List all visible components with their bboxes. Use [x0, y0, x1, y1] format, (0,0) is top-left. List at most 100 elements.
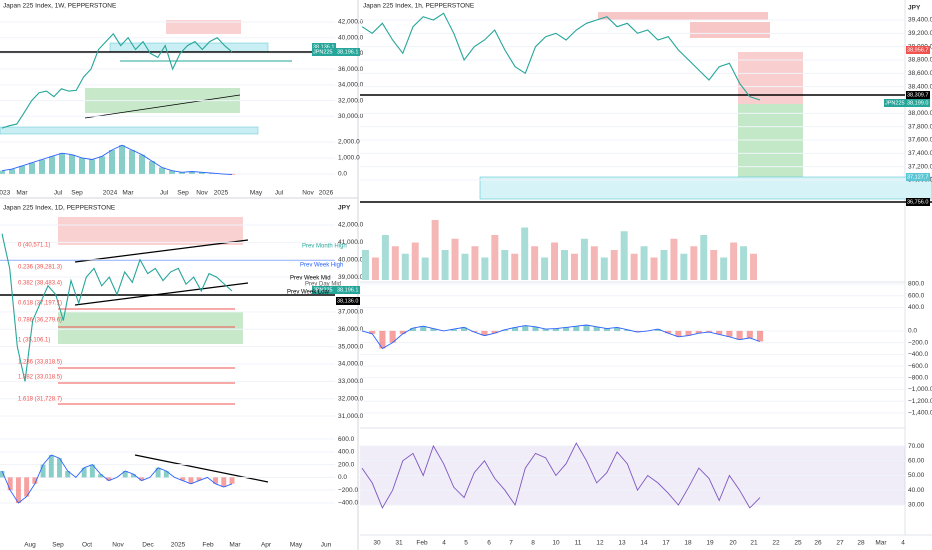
macd-histogram-bar — [7, 477, 13, 491]
y-tick-label: 40.00 — [908, 487, 925, 494]
x-tick-label: 2025 — [214, 190, 229, 197]
y-tick-label: 32,000.0 — [338, 395, 364, 402]
macd-histogram-bar — [624, 329, 631, 331]
y-tick-label: −200.0 — [908, 339, 928, 346]
volume-bar — [570, 253, 578, 280]
y-tick-label: 42,000.0 — [338, 222, 364, 229]
macd-histogram-bar — [49, 156, 55, 174]
macd-histogram-bar — [196, 477, 202, 481]
volume-bar — [640, 246, 648, 280]
panel-title: Japan 225 Index, 1h, PEPPERSTONE — [363, 3, 475, 10]
macd-histogram-bar — [573, 326, 580, 331]
x-tick-label: Mar — [229, 542, 241, 549]
zone — [0, 126, 259, 135]
x-tick-label: Mar — [16, 190, 28, 197]
macd-histogram-bar — [491, 330, 498, 334]
volume-bar — [362, 250, 369, 280]
x-tick-label: May — [250, 190, 263, 197]
macd-histogram-bar — [229, 477, 235, 484]
x-tick-label: Aug — [24, 542, 36, 549]
x-tick-label: 21 — [750, 540, 758, 547]
y-tick-label: −400.0 — [908, 351, 928, 358]
fib-label: 0.236 (39,281.3) — [18, 265, 62, 271]
fib-label: 1 (35,106.1) — [18, 338, 50, 344]
macd-histogram-bar — [0, 471, 5, 478]
y-tick-label: 39,400.0 — [908, 17, 932, 24]
y-tick-label: 31,000.0 — [338, 413, 364, 420]
volume-bar — [730, 242, 738, 280]
macd-histogram-bar — [89, 159, 95, 174]
y-tick-label: 600.0 — [338, 436, 355, 443]
x-tick-label: Sep — [71, 190, 83, 197]
macd-histogram-bar — [130, 474, 136, 478]
series-line — [361, 324, 761, 350]
macd-histogram-bar — [189, 171, 195, 174]
volume-bar — [650, 257, 658, 280]
y-tick-label: 39,200.0 — [908, 30, 932, 37]
volume-bar — [561, 250, 568, 280]
x-tick-label: Mar — [875, 540, 887, 547]
panel-title: Japan 225 Index, 1W, PEPPERSTONE — [3, 3, 117, 10]
x-tick-label: Feb — [202, 542, 214, 549]
macd-histogram-bar — [603, 328, 610, 331]
x-tick-label: Jul — [275, 190, 284, 197]
macd-histogram-bar — [726, 330, 733, 337]
macd-histogram-bar — [9, 169, 15, 174]
x-tick-label: May — [290, 542, 303, 549]
macd-histogram-bar — [59, 153, 65, 174]
x-tick-label: 17 — [662, 540, 670, 547]
volume-bar — [670, 238, 678, 280]
volume-bar — [521, 227, 529, 280]
macd-histogram-bar — [593, 326, 600, 331]
volume-bar — [610, 250, 618, 280]
price-tag-label: JPN225 — [313, 287, 333, 293]
macd-histogram-bar — [29, 162, 35, 174]
macd-histogram-bar — [221, 477, 227, 487]
volume-bar — [501, 250, 509, 280]
level-label: Prev Week Mid — [290, 276, 331, 282]
y-tick-label: 400.0 — [908, 304, 925, 311]
macd-histogram-bar — [512, 327, 519, 331]
macd-histogram-bar — [522, 325, 529, 331]
volume-bar — [401, 253, 409, 280]
macd-histogram-bar — [430, 328, 437, 331]
volume-bar — [421, 257, 429, 280]
x-tick-label: Oct — [82, 542, 92, 549]
x-tick-label: 2025 — [171, 542, 186, 549]
volume-bar — [551, 242, 559, 280]
volume-bar — [371, 257, 379, 280]
macd-histogram-bar — [179, 172, 185, 174]
x-tick-label: 26 — [814, 540, 822, 547]
volume-bar — [381, 235, 389, 280]
macd-histogram-bar — [460, 327, 468, 331]
price-tag — [312, 43, 336, 51]
x-tick-label: 31 — [395, 540, 403, 547]
channel-line — [74, 239, 249, 263]
price-tag-label: JPN225 — [885, 100, 905, 106]
y-tick-label: 1,000.0 — [338, 155, 360, 162]
macd-histogram-bar — [213, 477, 219, 484]
volume-bar — [700, 235, 708, 280]
x-tick-label: 19 — [706, 540, 714, 547]
macd-histogram-bar — [65, 471, 71, 478]
macd-histogram-bar — [685, 330, 692, 336]
price-tag — [906, 99, 930, 107]
macd-histogram-bar — [139, 154, 145, 174]
fib-label: 0.618 (37,197.1) — [18, 301, 62, 307]
x-tick-label: Mar — [122, 190, 134, 197]
level-label: Prev Day Mid — [305, 282, 341, 288]
y-tick-label: 200.0 — [338, 461, 355, 468]
x-tick-label: Sep — [52, 542, 64, 549]
supply-zone — [166, 20, 241, 34]
macd-histogram-bar — [0, 170, 5, 174]
volume-bar — [461, 253, 469, 280]
macd-histogram-bar — [69, 154, 75, 174]
y-tick-label: 38,600.0 — [908, 70, 932, 77]
y-tick-label: 600.0 — [908, 292, 925, 299]
macd-histogram-bar — [665, 330, 672, 334]
x-tick-label: 2023 — [0, 190, 11, 197]
y-tick-label: 30.00 — [908, 502, 925, 509]
x-tick-label: 4 — [442, 540, 446, 547]
macd-histogram-bar — [40, 464, 46, 478]
